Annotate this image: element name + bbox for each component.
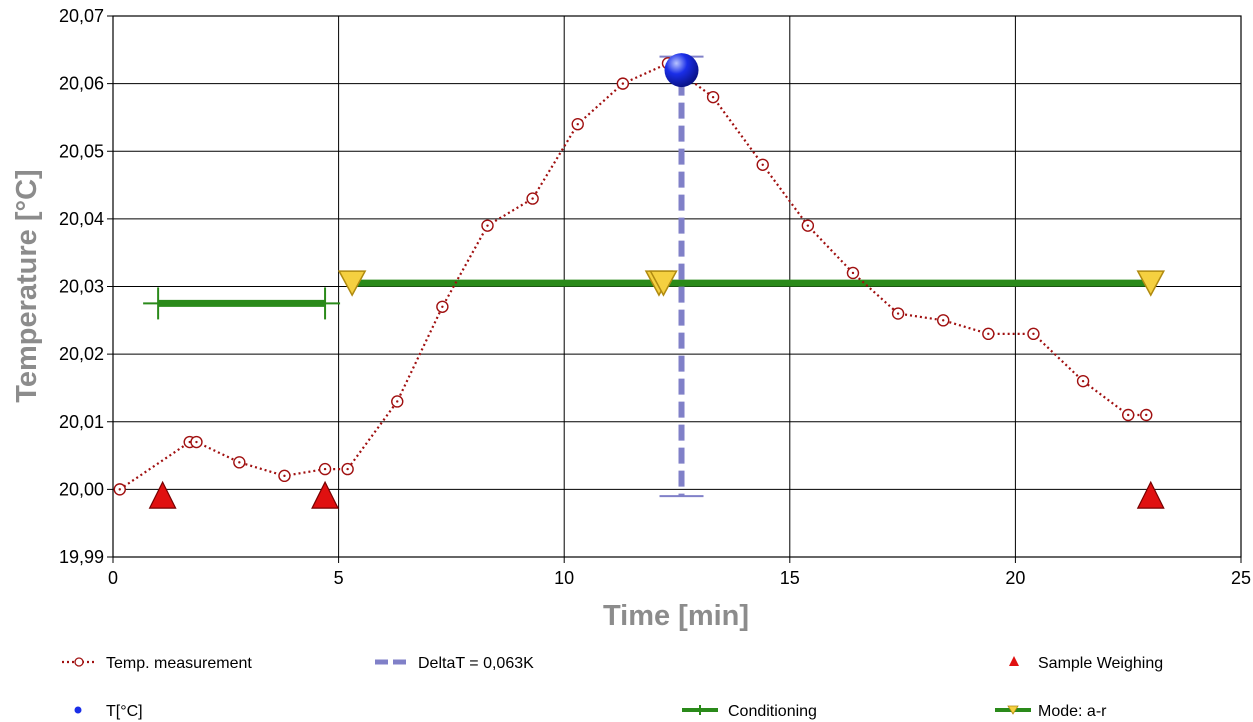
x-tick-label: 0 bbox=[108, 568, 118, 588]
x-axis-label: Time [min] bbox=[603, 600, 749, 632]
temp-measurement-point-dot bbox=[711, 95, 715, 99]
legend-swatch-t bbox=[74, 706, 82, 714]
x-tick-label: 20 bbox=[1005, 568, 1025, 588]
legend-label: Mode: a-r bbox=[1038, 703, 1107, 720]
temp-measurement-point-dot bbox=[441, 305, 444, 308]
series bbox=[113, 53, 1166, 509]
y-axis-label: Temperature [°C] bbox=[11, 169, 43, 402]
temp-measurement-point-dot bbox=[323, 467, 327, 471]
sample-weighing-marker bbox=[148, 480, 177, 509]
mode-marker bbox=[337, 270, 367, 297]
temp-measurement-point-dot bbox=[621, 82, 625, 85]
temp-measurement-point-dot bbox=[1127, 413, 1130, 417]
temp-measurement-point-dot bbox=[346, 467, 349, 471]
temp-measurement-point-dot bbox=[396, 400, 399, 403]
temp-measurement-point-dot bbox=[896, 312, 900, 315]
temp-measurement-point-dot bbox=[283, 474, 286, 478]
legend-label: Conditioning bbox=[728, 703, 817, 720]
y-tick-label: 20,07 bbox=[59, 6, 104, 26]
temp-measurement-point-dot bbox=[1081, 379, 1085, 383]
temp-measurement-point-dot bbox=[576, 123, 579, 126]
x-tick-label: 10 bbox=[554, 568, 574, 588]
y-tick-label: 20,01 bbox=[59, 412, 104, 432]
tick-labels: 0 5 10 15 20 25 19,99 20,00 20,01 20,02 20,03 20,04… bbox=[59, 6, 1251, 588]
temp-measurement-point-dot bbox=[1032, 332, 1035, 336]
x-tick-label: 5 bbox=[334, 568, 344, 588]
temperature-point bbox=[664, 53, 699, 88]
temp-measurement-point-dot bbox=[1145, 413, 1148, 417]
temp-measurement-point-dot bbox=[195, 440, 198, 444]
y-tick-label: 20,00 bbox=[59, 479, 104, 499]
legend-label: Sample Weighing bbox=[1038, 655, 1163, 672]
temp-measurement-point-dot bbox=[238, 461, 241, 464]
y-tick-label: 20,06 bbox=[59, 74, 104, 94]
sample-weighing-marker bbox=[311, 480, 340, 509]
y-tick-label: 19,99 bbox=[59, 547, 104, 567]
legend: Temp. measurement DeltaT = 0,063K Sample W… bbox=[62, 655, 1163, 720]
temp-measurement-point-dot bbox=[118, 488, 121, 491]
legend-label: Temp. measurement bbox=[106, 655, 252, 672]
y-tick-label: 20,03 bbox=[59, 277, 104, 297]
legend-swatch-mode-marker bbox=[1007, 705, 1019, 715]
x-tick-label: 15 bbox=[780, 568, 800, 588]
y-tick-label: 20,05 bbox=[59, 141, 104, 161]
temp-measurement-point-dot bbox=[851, 271, 855, 275]
mode-marker bbox=[1136, 270, 1166, 297]
temp-measurement-point-dot bbox=[486, 224, 489, 227]
temp-measurement-point-dot bbox=[531, 197, 534, 200]
temp-measurement-point-dot bbox=[761, 163, 764, 166]
temp-measurement-point-dot bbox=[806, 224, 810, 227]
legend-label: T[°C] bbox=[106, 703, 143, 720]
mode-marker bbox=[649, 270, 678, 297]
sample-weighing-marker bbox=[1136, 480, 1165, 509]
plot-border bbox=[112, 15, 1242, 558]
temp-measurement-point-dot bbox=[942, 319, 945, 322]
y-tick-label: 20,02 bbox=[59, 344, 104, 364]
axes bbox=[107, 15, 1242, 563]
y-tick-label: 20,04 bbox=[59, 209, 104, 229]
legend-label: DeltaT = 0,063K bbox=[418, 655, 534, 672]
legend-swatch-weighing bbox=[1009, 656, 1019, 666]
legend-swatch-temp-point bbox=[74, 657, 84, 667]
temp-measurement-point-dot bbox=[987, 332, 990, 336]
x-tick-label: 25 bbox=[1231, 568, 1251, 588]
